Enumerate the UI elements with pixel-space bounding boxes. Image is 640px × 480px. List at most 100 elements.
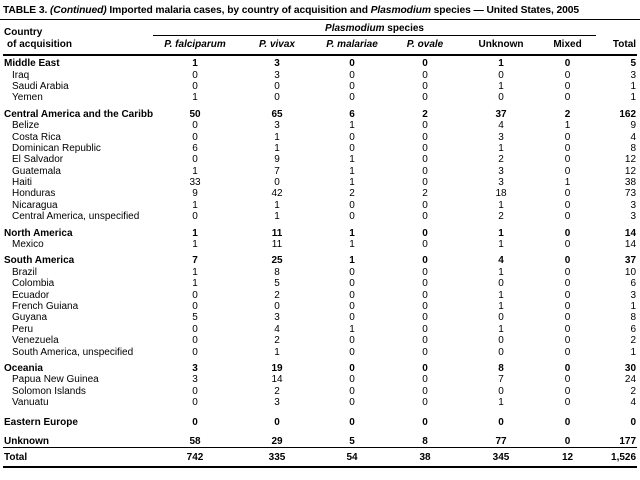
title-rule xyxy=(0,19,640,20)
value-cell: 54 xyxy=(317,447,387,469)
value-cell: 14 xyxy=(271,374,283,386)
value-cell: 0 xyxy=(422,69,428,81)
value-cell: 345 xyxy=(463,447,539,469)
value-cell: 0 xyxy=(349,335,355,347)
value-cell: 0 xyxy=(564,227,571,239)
table-row: Eastern Europe 0 0 0 0 0 0 0 xyxy=(3,408,637,428)
species-column-header: P. malariae xyxy=(317,35,387,56)
value-cell: 19 xyxy=(271,362,283,374)
value-cell: 1 xyxy=(498,323,504,335)
value-cell: 1 xyxy=(274,346,280,358)
value-cell: 0 xyxy=(564,416,571,428)
country-cell: Middle East xyxy=(4,58,60,70)
country-cell: Honduras xyxy=(12,188,56,200)
value-cell: 0 xyxy=(422,323,428,335)
value-cell: 4 xyxy=(498,120,504,132)
value-cell: 0 xyxy=(192,131,198,143)
value-cell: 0 xyxy=(274,416,280,428)
value-cell: 0 xyxy=(564,362,571,374)
value-cell: 0 xyxy=(422,335,428,347)
value-cell: 0 xyxy=(564,165,571,177)
value-cell: 0 xyxy=(422,165,428,177)
value-cell: 1 xyxy=(349,323,355,335)
value-cell: 8 xyxy=(630,312,637,324)
value-cell: 0 xyxy=(422,301,428,312)
value-cell: 0 xyxy=(498,92,504,104)
value-cell: 0 xyxy=(498,278,504,290)
value-cell: 0 xyxy=(349,362,355,374)
value-cell: 1 xyxy=(274,199,280,211)
value-cell: 0 xyxy=(630,416,637,428)
value-cell: 8 xyxy=(274,266,280,278)
spanner-header-row: Country of acquisition Plasmodium specie… xyxy=(3,20,638,56)
country-header-line2: of acquisition xyxy=(7,38,72,50)
value-cell: 3 xyxy=(274,397,280,409)
value-cell: 12 xyxy=(624,154,637,166)
value-cell: 0 xyxy=(274,92,280,104)
value-cell: 29 xyxy=(271,435,283,447)
value-cell: 0 xyxy=(192,69,198,81)
value-cell: 7 xyxy=(274,165,280,177)
value-cell: 1 xyxy=(498,266,504,278)
value-cell: 1 xyxy=(564,177,571,189)
value-cell: 1,526 xyxy=(596,447,638,469)
table-row: Iraq 0 3 0 0 0 0 3 xyxy=(3,69,637,81)
value-cell: 0 xyxy=(564,142,571,154)
country-cell: Venezuela xyxy=(12,335,59,347)
value-cell: 0 xyxy=(422,346,428,358)
value-cell: 0 xyxy=(349,278,355,290)
value-cell: 0 xyxy=(192,385,198,397)
value-cell: 0 xyxy=(564,385,571,397)
value-cell: 0 xyxy=(498,346,504,358)
country-cell: Yemen xyxy=(12,92,43,104)
value-cell: 0 xyxy=(422,92,428,104)
value-cell: 0 xyxy=(422,131,428,143)
country-cell: Brazil xyxy=(12,266,38,278)
value-cell: 8 xyxy=(498,362,504,374)
title-segment: TABLE 3. xyxy=(3,5,50,16)
title-segment: species — United States, 2005 xyxy=(430,5,579,16)
value-cell: 6 xyxy=(630,278,637,290)
value-cell: 0 xyxy=(274,301,280,312)
value-cell: 0 xyxy=(564,266,571,278)
value-cell: 0 xyxy=(349,58,355,70)
value-cell: 30 xyxy=(624,362,637,374)
value-cell: 1 xyxy=(192,278,198,290)
country-cell: Guatemala xyxy=(12,165,61,177)
value-cell: 3 xyxy=(630,199,637,211)
value-cell: 0 xyxy=(422,80,428,92)
value-cell: 1 xyxy=(192,266,198,278)
value-cell: 9 xyxy=(630,120,637,132)
country-cell: Dominican Republic xyxy=(12,142,101,154)
value-cell: 14 xyxy=(624,227,637,239)
value-cell: 3 xyxy=(274,120,280,132)
table-row: Middle East 1 3 0 0 1 0 5 xyxy=(3,55,637,69)
value-cell: 73 xyxy=(624,188,637,200)
country-cell: South America, unspecified xyxy=(12,346,134,358)
table-row: Saudi Arabia 0 0 0 0 1 0 1 xyxy=(3,81,637,92)
value-cell: 1 xyxy=(630,346,637,358)
value-cell: 33 xyxy=(189,177,201,189)
value-cell: 3 xyxy=(274,69,280,81)
value-cell: 1 xyxy=(498,397,504,409)
value-cell: 3 xyxy=(274,312,280,324)
table-row: South America 7 25 1 0 4 0 37 xyxy=(3,250,637,266)
value-cell: 0 xyxy=(349,301,355,312)
value-cell: 3 xyxy=(192,362,198,374)
value-cell: 0 xyxy=(422,211,428,223)
value-cell: 2 xyxy=(630,335,637,347)
value-cell: 2 xyxy=(349,188,355,200)
value-cell: 1 xyxy=(274,142,280,154)
value-cell: 1 xyxy=(498,239,504,251)
value-cell: 0 xyxy=(192,301,198,312)
value-cell: 0 xyxy=(349,312,355,324)
value-cell: 2 xyxy=(630,385,637,397)
value-cell: 0 xyxy=(564,199,571,211)
value-cell: 0 xyxy=(422,239,428,251)
country-cell: Colombia xyxy=(12,278,55,290)
value-cell: 0 xyxy=(349,346,355,358)
value-cell: 5 xyxy=(192,312,198,324)
value-cell: 1 xyxy=(349,177,355,189)
value-cell: 5 xyxy=(349,435,355,447)
table-row: Mexico 1 11 1 0 1 0 14 xyxy=(3,239,637,250)
